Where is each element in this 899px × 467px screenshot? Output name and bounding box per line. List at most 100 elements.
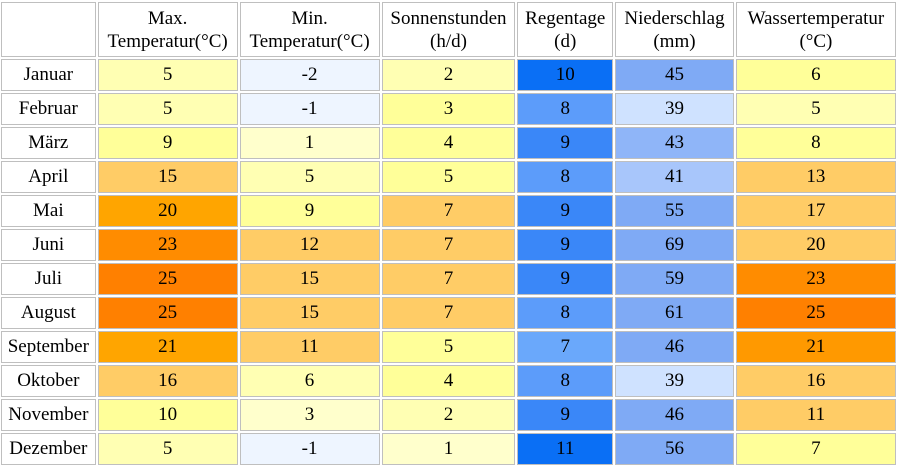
- table-row: Mai 20 9 7 9 55 17: [1, 195, 896, 227]
- header-sunshine-hours: Sonnenstunden (h/d): [381, 2, 516, 57]
- sunshine-hours-cell: 5: [381, 161, 516, 193]
- water-temperature-cell: 11: [735, 399, 896, 431]
- water-temperature-cell: 5: [735, 93, 896, 125]
- month-label: August: [1, 297, 96, 329]
- header-line: (h/d): [430, 30, 467, 52]
- rain-days-cell: 8: [517, 297, 614, 329]
- month-label: Dezember: [1, 433, 96, 465]
- table-row: April 15 5 5 8 41 13: [1, 161, 896, 193]
- header-line: Max.: [147, 7, 188, 29]
- month-label: März: [1, 127, 96, 159]
- rain-days-cell: 9: [517, 263, 614, 295]
- month-label: September: [1, 331, 96, 363]
- sunshine-hours-cell: 7: [381, 229, 516, 261]
- rain-days-cell: 9: [517, 399, 614, 431]
- max-temperature-cell: 5: [97, 59, 238, 91]
- max-temperature-cell: 10: [97, 399, 238, 431]
- header-line: Regentage: [525, 7, 606, 29]
- month-label: Juni: [1, 229, 96, 261]
- precipitation-cell: 39: [615, 365, 734, 397]
- min-temperature-cell: 5: [239, 161, 380, 193]
- rain-days-cell: 8: [517, 365, 614, 397]
- precipitation-cell: 46: [615, 399, 734, 431]
- water-temperature-cell: 23: [735, 263, 896, 295]
- month-label: Juli: [1, 263, 96, 295]
- header-line: Temperatur(°C): [107, 30, 228, 52]
- max-temperature-cell: 5: [97, 433, 238, 465]
- min-temperature-cell: -1: [239, 93, 380, 125]
- water-temperature-cell: 17: [735, 195, 896, 227]
- rain-days-cell: 10: [517, 59, 614, 91]
- header-row: Max. Temperatur(°C) Min. Temperatur(°C) So…: [1, 2, 896, 57]
- min-temperature-cell: 9: [239, 195, 380, 227]
- header-rain-days: Regentage (d): [517, 2, 614, 57]
- table-row: September 21 11 5 7 46 21: [1, 331, 896, 363]
- header-line: Temperatur(°C): [249, 30, 370, 52]
- precipitation-cell: 55: [615, 195, 734, 227]
- precipitation-cell: 56: [615, 433, 734, 465]
- water-temperature-cell: 7: [735, 433, 896, 465]
- min-temperature-cell: 1: [239, 127, 380, 159]
- precipitation-cell: 45: [615, 59, 734, 91]
- header-line: (mm): [653, 30, 696, 52]
- header-water-temperature: Wassertemperatur (°C): [735, 2, 896, 57]
- table-row: Februar 5 -1 3 8 39 5: [1, 93, 896, 125]
- header-line: (°C): [799, 30, 833, 52]
- month-label: April: [1, 161, 96, 193]
- min-temperature-cell: -2: [239, 59, 380, 91]
- precipitation-cell: 43: [615, 127, 734, 159]
- month-label: November: [1, 399, 96, 431]
- rain-days-cell: 8: [517, 161, 614, 193]
- precipitation-cell: 41: [615, 161, 734, 193]
- header-corner-cell: [1, 2, 96, 57]
- table-row: August 25 15 7 8 61 25: [1, 297, 896, 329]
- sunshine-hours-cell: 2: [381, 59, 516, 91]
- precipitation-cell: 61: [615, 297, 734, 329]
- water-temperature-cell: 25: [735, 297, 896, 329]
- min-temperature-cell: -1: [239, 433, 380, 465]
- header-line: Wassertemperatur: [747, 7, 885, 29]
- max-temperature-cell: 20: [97, 195, 238, 227]
- max-temperature-cell: 25: [97, 297, 238, 329]
- table-row: März 9 1 4 9 43 8: [1, 127, 896, 159]
- rain-days-cell: 9: [517, 195, 614, 227]
- water-temperature-cell: 8: [735, 127, 896, 159]
- min-temperature-cell: 15: [239, 297, 380, 329]
- sunshine-hours-cell: 1: [381, 433, 516, 465]
- sunshine-hours-cell: 2: [381, 399, 516, 431]
- max-temperature-cell: 9: [97, 127, 238, 159]
- sunshine-hours-cell: 3: [381, 93, 516, 125]
- min-temperature-cell: 6: [239, 365, 380, 397]
- month-label: Januar: [1, 59, 96, 91]
- precipitation-cell: 59: [615, 263, 734, 295]
- header-max-temperature: Max. Temperatur(°C): [97, 2, 238, 57]
- rain-days-cell: 11: [517, 433, 614, 465]
- header-line: (d): [554, 30, 577, 52]
- max-temperature-cell: 5: [97, 93, 238, 125]
- rain-days-cell: 9: [517, 127, 614, 159]
- table-row: Januar 5 -2 2 10 45 6: [1, 59, 896, 91]
- water-temperature-cell: 21: [735, 331, 896, 363]
- header-line: Min.: [291, 7, 328, 29]
- precipitation-cell: 69: [615, 229, 734, 261]
- sunshine-hours-cell: 7: [381, 263, 516, 295]
- header-line: Sonnenstunden: [390, 7, 507, 29]
- sunshine-hours-cell: 4: [381, 127, 516, 159]
- sunshine-hours-cell: 7: [381, 195, 516, 227]
- water-temperature-cell: 6: [735, 59, 896, 91]
- precipitation-cell: 39: [615, 93, 734, 125]
- min-temperature-cell: 15: [239, 263, 380, 295]
- sunshine-hours-cell: 5: [381, 331, 516, 363]
- rain-days-cell: 8: [517, 93, 614, 125]
- header-min-temperature: Min. Temperatur(°C): [239, 2, 380, 57]
- min-temperature-cell: 12: [239, 229, 380, 261]
- month-label: Oktober: [1, 365, 96, 397]
- month-label: Mai: [1, 195, 96, 227]
- sunshine-hours-cell: 4: [381, 365, 516, 397]
- header-line: Niederschlag: [624, 7, 725, 29]
- month-label: Februar: [1, 93, 96, 125]
- max-temperature-cell: 25: [97, 263, 238, 295]
- water-temperature-cell: 20: [735, 229, 896, 261]
